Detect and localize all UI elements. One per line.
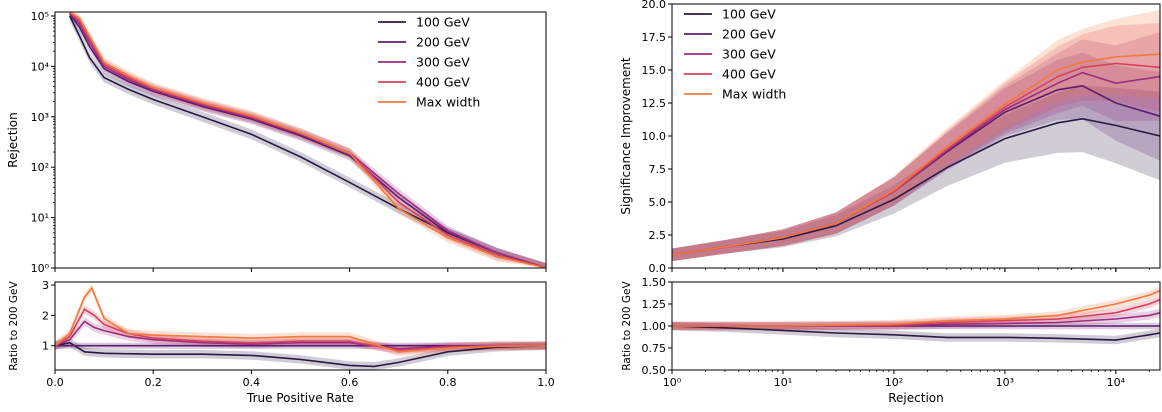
band-300-gev (55, 317, 546, 353)
y-tick-label: 1.25 (642, 298, 667, 311)
series-line-300-gev (69, 12, 546, 268)
right-bottom-panel: 0.50 0.75 1.00 1.25 1.50 10⁰ 10¹ 10² 10³ 10⁴ Ratio… (621, 276, 1161, 405)
x-tick-label: 10² (885, 376, 903, 389)
y-tick-label: 1 (42, 340, 49, 353)
legend-label-max-width: Max width (722, 87, 786, 102)
x-axis-label: True Positive Rate (246, 391, 354, 405)
band-300-gev (69, 12, 546, 268)
series-line-400-gev (55, 308, 546, 352)
series-line-400-gev (69, 12, 546, 268)
y-tick-label: 10³ (31, 111, 49, 124)
y-axis-label: Ratio to 200 GeV (8, 281, 20, 371)
y-tick-label: 10¹ (31, 212, 49, 225)
y-tick-label: 10⁴ (31, 60, 50, 73)
y-tick-label: 5.0 (649, 196, 667, 209)
right-top-panel: 0.0 2.5 5.0 7.5 10.0 12.5 15.0 17.5 20.0 Signific… (619, 0, 1161, 275)
y-tick-label: 15.0 (642, 64, 667, 77)
legend: 100 GeV 200 GeV 300 GeV 400 GeV Max width (378, 15, 480, 110)
legend-label-400-gev: 400 GeV (416, 75, 470, 90)
series-line-100-gev (672, 117, 1160, 256)
x-tick-label: 0.2 (144, 376, 162, 389)
x-tick-label: 10¹ (774, 376, 792, 389)
y-tick-label: 10⁵ (31, 10, 49, 23)
band-400-gev (69, 12, 546, 268)
y-tick-label: 3 (42, 279, 49, 292)
series-line-max-width (672, 290, 1160, 327)
band-max-width (69, 12, 546, 268)
legend-label-100-gev: 100 GeV (722, 7, 776, 22)
band-max-width (672, 9, 1160, 262)
axes-frame (54, 11, 547, 269)
x-tick-label: 0.4 (243, 376, 261, 389)
plot-area (55, 283, 546, 370)
x-tick-label: 1.0 (537, 376, 555, 389)
y-tick-label: 1.50 (642, 276, 667, 289)
x-tick-label: 0.0 (46, 376, 64, 389)
series-line-200-gev (69, 13, 546, 268)
x-tick-label: 0.6 (341, 376, 359, 389)
y-tick-label: 12.5 (642, 97, 667, 110)
left-top-panel: 10⁰ 10¹ 10² 10³ 10⁴ 10⁵ Rejection 100 GeV 200 Ge… (6, 10, 547, 275)
y-axis-label: Ratio to 200 GeV (621, 281, 633, 371)
y-tick-label: 7.5 (649, 163, 667, 176)
series-line-max-width (55, 286, 546, 353)
x-tick-label: 10³ (996, 376, 1014, 389)
legend-label-max-width: Max width (416, 95, 480, 110)
band-400-gev (55, 305, 546, 355)
y-tick-label: 0.75 (642, 342, 667, 355)
y-axis-label: Significance Improvement (619, 57, 633, 214)
y-tick-label: 20.0 (642, 0, 667, 11)
y-axis-label: Rejection (6, 112, 20, 167)
series-line-max-width (69, 12, 546, 268)
legend-label-300-gev: 300 GeV (416, 55, 470, 70)
y-tick-label: 2 (42, 309, 49, 322)
x-tick-label: 10⁴ (1107, 376, 1126, 389)
y-tick-label: 10⁰ (31, 262, 50, 275)
band-400-gev (672, 295, 1160, 331)
band-max-width (55, 283, 546, 356)
legend-label-400-gev: 400 GeV (722, 67, 776, 82)
legend-label-200-gev: 200 GeV (416, 35, 470, 50)
x-tick-label: 10⁰ (663, 376, 682, 389)
x-axis-label: Rejection (888, 391, 943, 405)
band-200-gev (69, 12, 546, 268)
axes-frame (54, 281, 547, 371)
y-tick-label: 0.0 (649, 262, 667, 275)
y-tick-label: 10.0 (642, 130, 667, 143)
series-line-300-gev (55, 320, 546, 350)
left-bottom-panel: 1 2 3 0.0 0.2 0.4 0.6 0.8 1.0 Ratio to 200 GeV Tru… (8, 279, 555, 405)
y-tick-label: 0.50 (642, 364, 667, 377)
legend-label-200-gev: 200 GeV (722, 27, 776, 42)
series-line-100-gev (55, 341, 546, 368)
band-300-gev (672, 32, 1160, 262)
y-tick-label: 1.00 (642, 320, 667, 333)
legend: 100 GeV 200 GeV 300 GeV 400 GeV Max width (684, 7, 786, 102)
legend-label-100-gev: 100 GeV (416, 15, 470, 30)
legend-label-300-gev: 300 GeV (722, 47, 776, 62)
plot-area (672, 9, 1160, 262)
x-tick-label: 0.8 (439, 376, 457, 389)
plot-area (672, 286, 1160, 345)
y-tick-label: 17.5 (642, 31, 667, 44)
y-tick-label: 10² (31, 161, 49, 174)
band-200-gev (672, 52, 1160, 262)
plot-area (68, 12, 546, 268)
series-line-max-width (672, 53, 1160, 256)
series-line-100-gev (672, 325, 1160, 341)
band-300-gev (672, 308, 1160, 331)
y-tick-label: 2.5 (649, 229, 667, 242)
